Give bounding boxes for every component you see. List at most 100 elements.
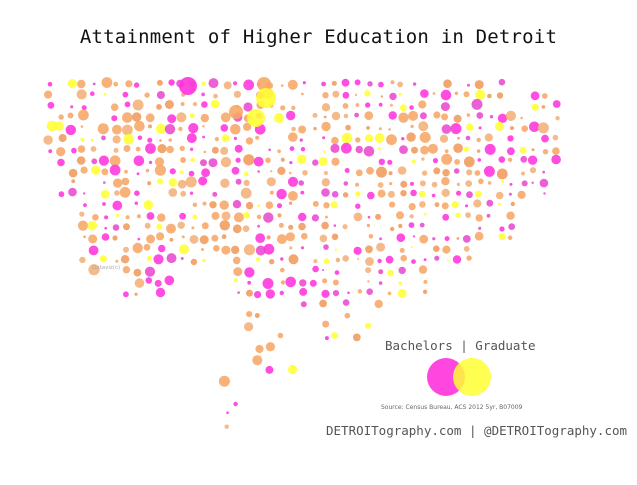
tract-dot — [431, 181, 438, 188]
tract-dot — [301, 232, 308, 240]
tract-dot — [555, 116, 560, 121]
tract-dot — [103, 181, 106, 184]
tract-dot — [401, 137, 405, 141]
tract-dot — [122, 266, 131, 274]
tract-dot — [265, 289, 275, 299]
tract-dot — [270, 170, 273, 173]
tract-dot — [280, 157, 285, 162]
tract-dot — [331, 233, 339, 241]
tract-dot — [476, 112, 484, 119]
tract-dot — [484, 133, 493, 142]
legend-venn — [427, 358, 491, 396]
tract-dot — [265, 157, 271, 164]
tract-dot — [58, 134, 67, 142]
tract-dot — [132, 242, 143, 254]
tract-dot — [465, 212, 471, 219]
tract-dot — [123, 291, 129, 298]
tract-dot — [100, 189, 110, 199]
tract-dot — [498, 156, 506, 163]
tract-dot — [300, 301, 307, 308]
tract-dot — [220, 146, 229, 155]
tract-dot — [202, 258, 206, 263]
tract-dot — [280, 84, 284, 87]
tract-dot — [255, 257, 261, 262]
tract-dot — [158, 244, 166, 253]
tract-dot — [366, 223, 371, 228]
tract-dot — [389, 201, 396, 208]
tract-dot — [396, 211, 404, 220]
tract-dot — [418, 100, 427, 109]
tract-dot — [433, 167, 441, 175]
tract-dot — [265, 342, 275, 352]
tract-dot — [330, 201, 338, 209]
tract-dot — [67, 112, 74, 119]
tract-dot — [88, 264, 100, 276]
tract-dot — [474, 80, 484, 90]
tract-dot — [355, 103, 360, 107]
tract-dot — [419, 131, 431, 143]
tract-dot — [134, 278, 145, 288]
tract-dot — [155, 287, 166, 298]
tract-dot — [396, 233, 406, 242]
tract-dot — [345, 124, 351, 131]
tract-dot — [321, 289, 330, 298]
tract-dot — [233, 90, 241, 98]
tract-dot — [234, 144, 243, 153]
tract-dot — [441, 113, 449, 121]
tract-dot — [81, 105, 87, 111]
tract-dot — [189, 235, 199, 244]
tract-dot — [433, 111, 441, 119]
tract-dot — [454, 159, 460, 165]
tract-dot — [102, 202, 106, 206]
tract-dot — [510, 201, 515, 207]
tract-dot — [168, 79, 175, 86]
tract-dot — [101, 135, 106, 141]
tract-dot — [240, 187, 252, 199]
tract-dot — [510, 126, 514, 131]
tract-dot — [474, 231, 484, 241]
tract-dot — [169, 168, 176, 175]
tract-dot — [210, 99, 220, 109]
tract-dot — [421, 157, 425, 161]
tract-dot — [529, 121, 540, 133]
tract-dot — [309, 279, 317, 287]
tract-dot — [247, 109, 265, 127]
tract-dot — [432, 237, 436, 241]
tract-dot — [411, 146, 418, 154]
tract-dot — [520, 155, 528, 163]
tract-dot — [235, 178, 242, 185]
tract-dot — [376, 166, 387, 178]
tract-dot — [400, 254, 408, 262]
tract-dot — [489, 115, 494, 119]
tract-dot — [235, 157, 241, 163]
tract-dot — [521, 125, 528, 132]
tract-dot — [77, 145, 86, 153]
tract-dot — [408, 222, 415, 229]
tract-dot — [397, 289, 407, 298]
tract-dot — [155, 123, 167, 134]
tract-dot — [322, 320, 330, 328]
tract-dot — [420, 89, 429, 98]
tract-dot — [355, 169, 363, 177]
tract-dot — [243, 179, 250, 186]
tract-dot — [145, 113, 155, 123]
tract-dot — [201, 81, 206, 87]
tract-dot — [266, 235, 271, 240]
tract-dot — [334, 248, 338, 251]
tract-dot — [335, 257, 341, 263]
tract-dot — [230, 124, 241, 135]
tract-dot — [455, 212, 461, 218]
tract-dot — [213, 93, 218, 99]
tract-dot — [494, 121, 505, 131]
tract-dot — [286, 110, 296, 121]
tract-dot — [123, 133, 134, 145]
tract-dot — [179, 145, 185, 152]
tract-dot — [233, 401, 238, 407]
tract-dot — [120, 255, 130, 264]
tract-dot — [124, 169, 128, 174]
tract-dot — [364, 322, 372, 329]
tract-dot — [410, 124, 414, 129]
tract-dot — [321, 81, 326, 87]
tract-dot — [474, 170, 481, 176]
tract-dot — [164, 100, 174, 109]
